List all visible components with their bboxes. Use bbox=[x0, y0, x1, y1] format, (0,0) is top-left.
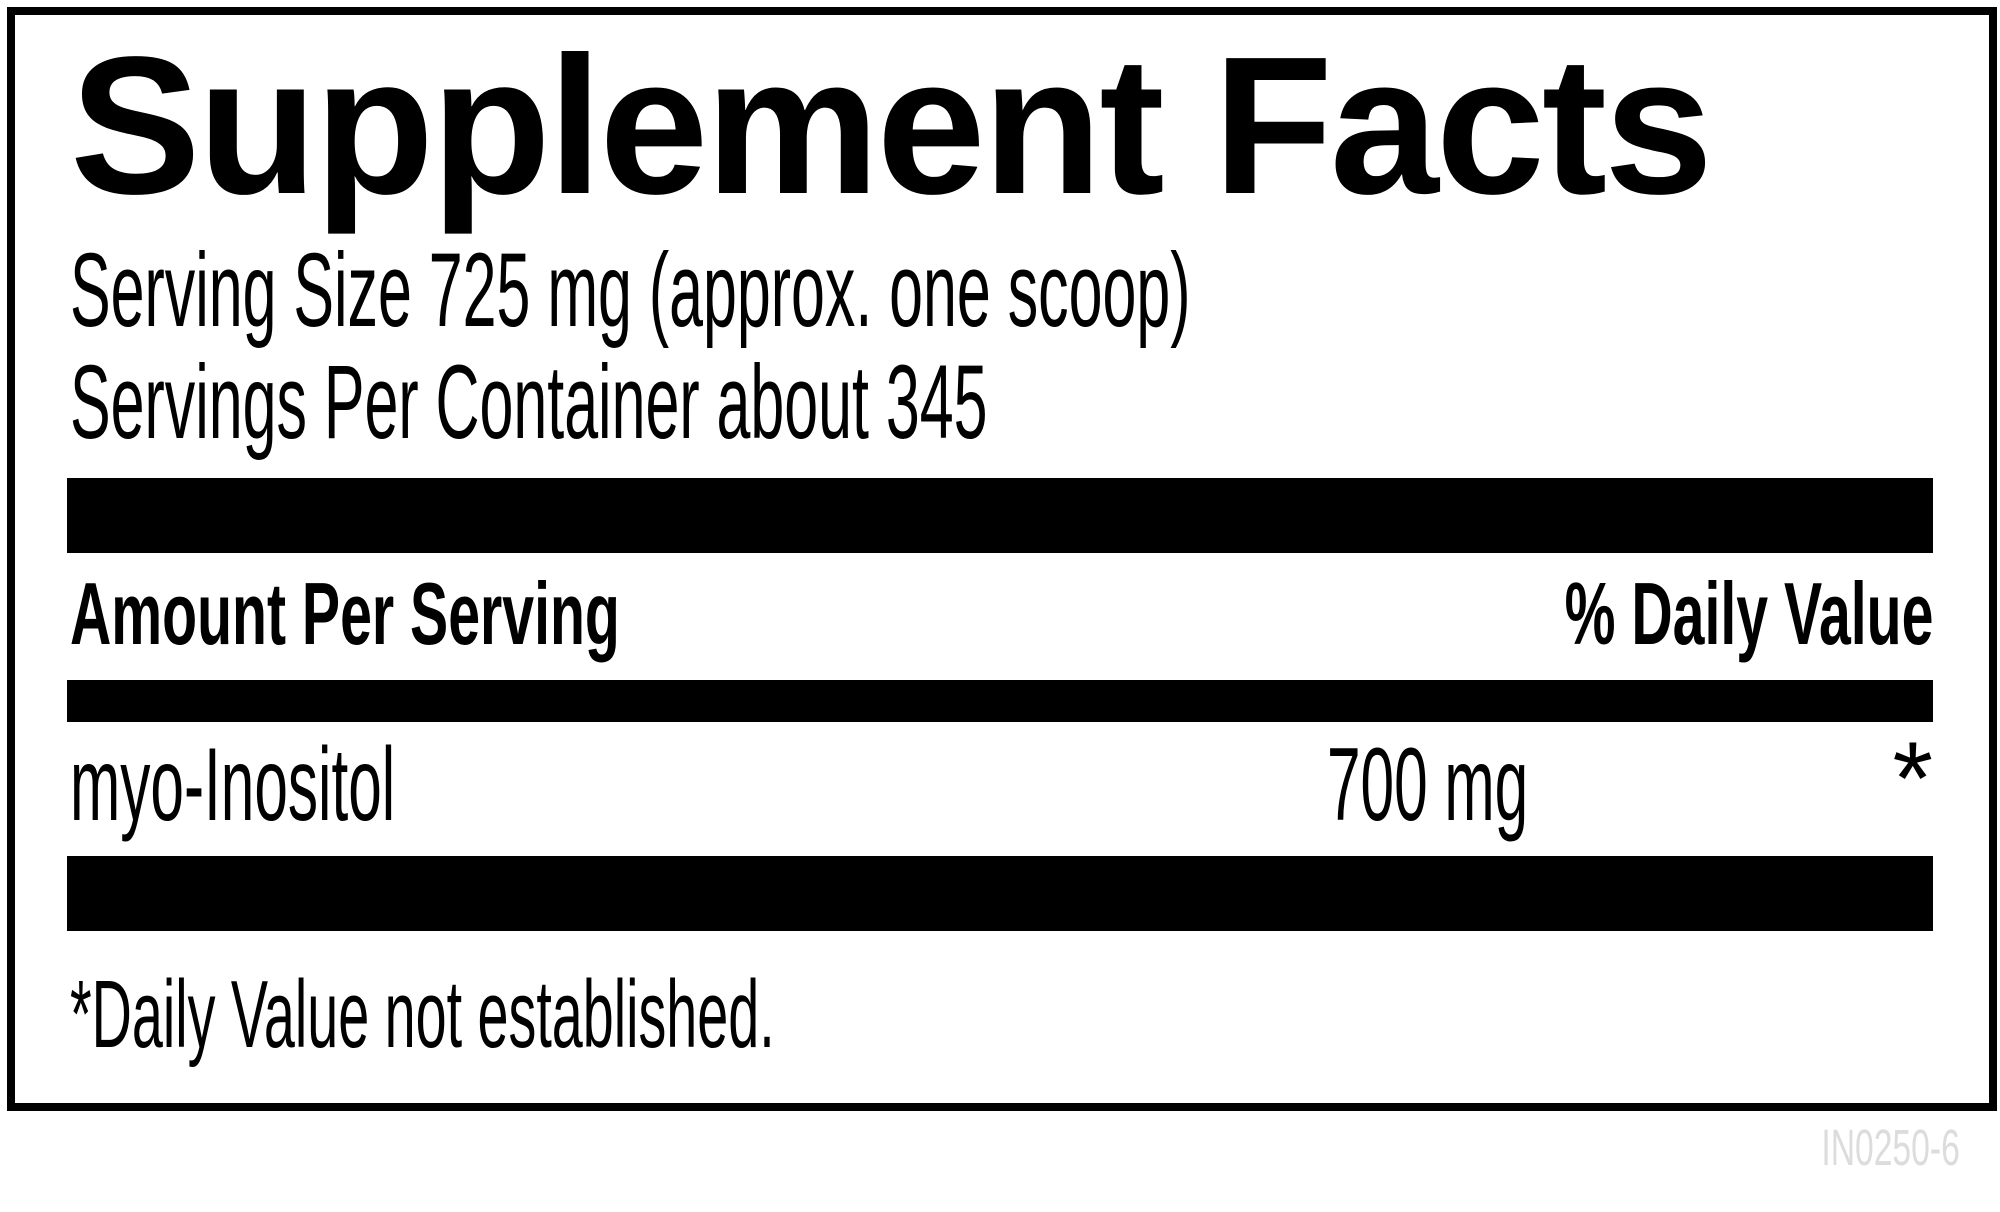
ingredient-amount: 700 mg bbox=[1327, 733, 1674, 837]
serving-size-line: Serving Size 725 mg (approx. one scoop) bbox=[70, 238, 2000, 343]
thin-divider bbox=[67, 680, 1933, 722]
percent-daily-value-header: % Daily Value bbox=[1366, 570, 1933, 658]
ingredient-amount-text: 700 mg bbox=[1327, 727, 1529, 843]
ingredient-name-text: myo-Inositol bbox=[70, 727, 396, 843]
product-code: IN0250-6 bbox=[1750, 1122, 1960, 1173]
percent-daily-value-header-text: % Daily Value bbox=[1564, 564, 1933, 663]
serving-size-text: Serving Size 725 mg (approx. one scoop) bbox=[70, 232, 1191, 349]
footnote-daily-value: *Daily Value not established. bbox=[70, 967, 1285, 1063]
daily-value-asterisk-text: * bbox=[1892, 721, 1933, 837]
ingredient-name: myo-Inositol bbox=[70, 733, 631, 837]
supplement-facts-title: Supplement Facts bbox=[70, 28, 1713, 224]
thick-divider-top bbox=[67, 478, 1933, 553]
supplement-facts-title-text: Supplement Facts bbox=[70, 16, 1713, 235]
servings-per-container-line: Servings Per Container about 345 bbox=[70, 350, 1652, 455]
footnote-daily-value-text: *Daily Value not established. bbox=[70, 961, 775, 1068]
amount-per-serving-header: Amount Per Serving bbox=[70, 570, 916, 658]
product-code-text: IN0250-6 bbox=[1821, 1119, 1960, 1176]
thick-divider-bottom bbox=[67, 856, 1933, 931]
amount-per-serving-header-text: Amount Per Serving bbox=[70, 564, 620, 663]
label-border-box: Supplement Facts Serving Size 725 mg (ap… bbox=[7, 7, 1997, 1111]
servings-per-container-text: Servings Per Container about 345 bbox=[70, 344, 988, 461]
daily-value-asterisk: * bbox=[1893, 727, 1933, 831]
